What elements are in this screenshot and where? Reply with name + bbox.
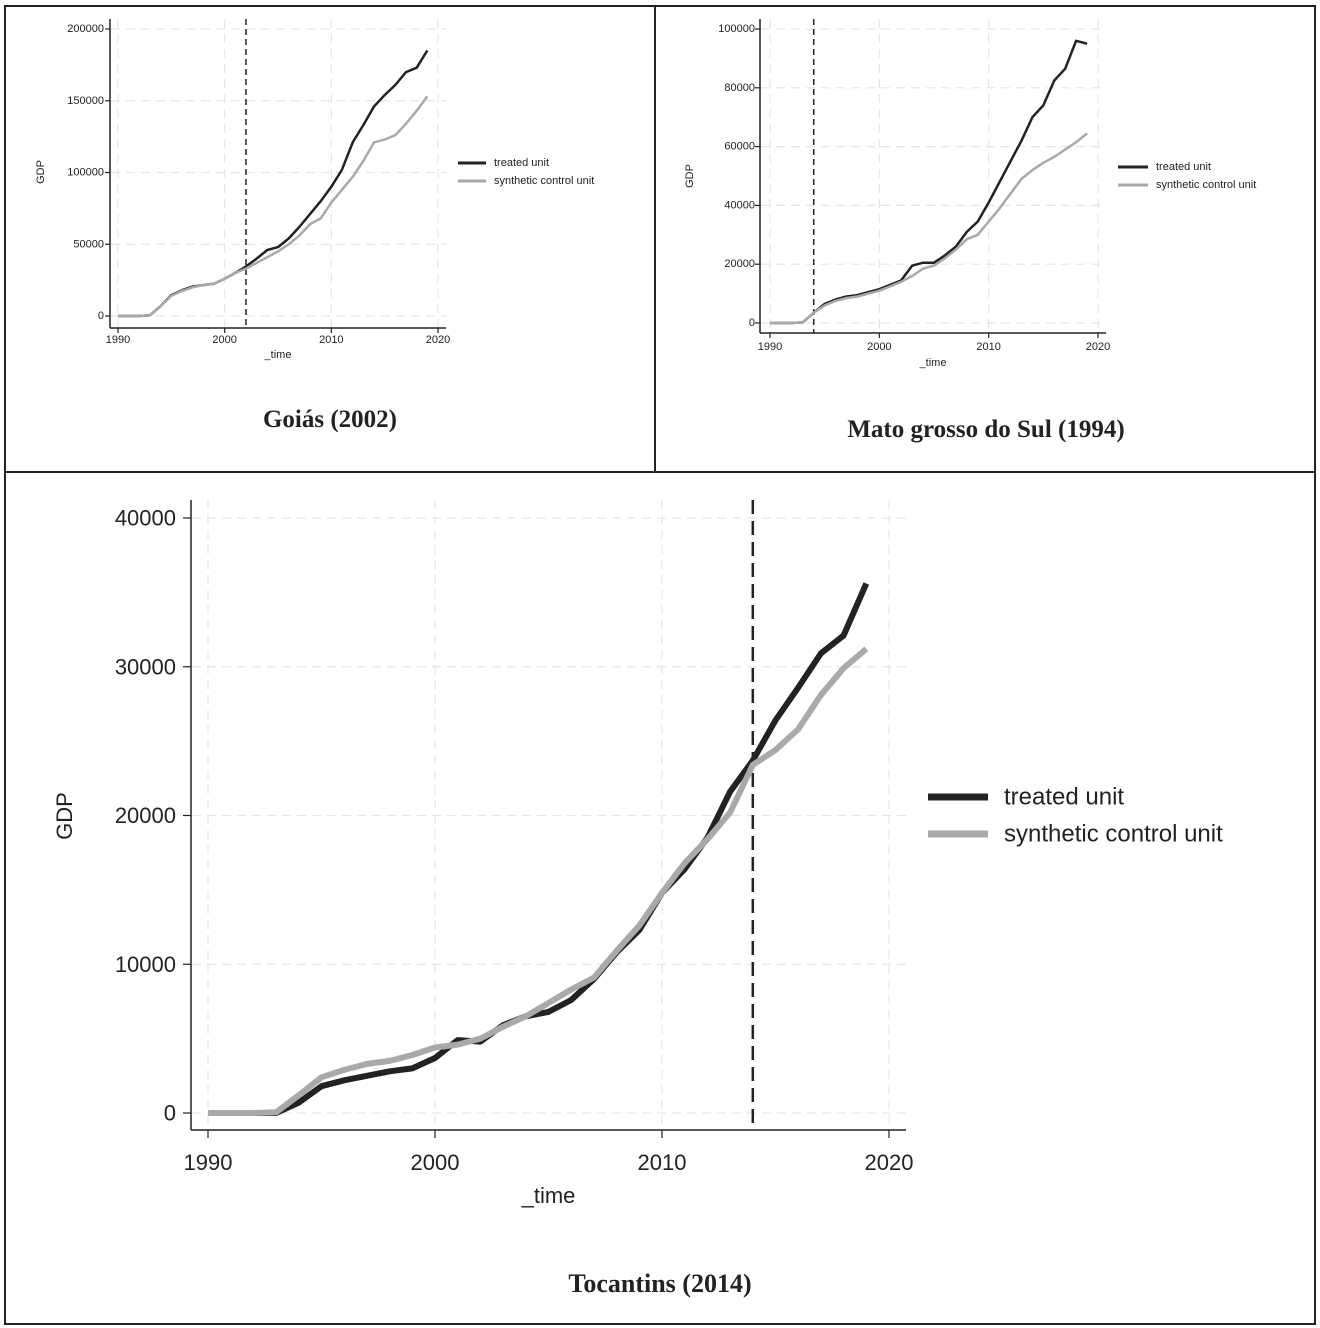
series-line-synthetic-control-unit (118, 95, 429, 318)
horizontal-divider (4, 471, 1316, 473)
chart-goias: 0 50000 100000 150000 200000 1990 2000 2010 2020… (35, 19, 594, 361)
y-axis-title: GDP (684, 164, 696, 188)
y-tick-label: 50000 (73, 238, 104, 250)
x-axis-title: _time (264, 349, 292, 361)
series-line-synthetic-control-unit (208, 646, 869, 1116)
x-tick-label: 1990 (184, 1150, 233, 1175)
y-tick-label: 20000 (724, 258, 755, 270)
x-tick-label: 2000 (867, 341, 891, 353)
y-tick-label: 0 (749, 317, 755, 329)
legend-label-synthetic-control-unit: synthetic control unit (494, 175, 594, 187)
y-tick-label: 100000 (718, 23, 755, 35)
x-tick-label: 2010 (319, 334, 343, 346)
y-tick-label: 100000 (67, 167, 104, 179)
legend-label-synthetic-control-unit: synthetic control unit (1156, 179, 1256, 191)
x-tick-label: 1990 (758, 341, 782, 353)
x-axis-title: _time (521, 1183, 576, 1208)
caption-mato-grosso-do-sul: Mato grosso do Sul (1994) (847, 416, 1125, 443)
legend-label-treated-unit: treated unit (494, 157, 549, 169)
y-tick-label: 0 (98, 310, 104, 322)
series-line-synthetic-control-unit (770, 132, 1088, 325)
x-tick-label: 2010 (638, 1150, 687, 1175)
y-tick-label: 80000 (724, 82, 755, 94)
chart-mato-grosso-do-sul: 0 20000 40000 60000 80000 100000 1990 2000 2010 2… (684, 19, 1256, 369)
y-tick-label: 200000 (67, 23, 104, 35)
y-tick-label: 10000 (115, 952, 176, 977)
y-axis-title: GDP (35, 160, 47, 184)
caption-goias: Goiás (2002) (262, 406, 398, 433)
y-tick-label: 40000 (115, 506, 176, 531)
y-tick-label: 40000 (724, 199, 755, 211)
x-tick-label: 2020 (865, 1150, 914, 1175)
x-tick-label: 2000 (411, 1150, 460, 1175)
x-tick-label: 2010 (976, 341, 1000, 353)
x-axis-title: _time (919, 357, 947, 369)
y-tick-label: 60000 (724, 141, 755, 153)
y-tick-label: 150000 (67, 95, 104, 107)
x-tick-label: 2000 (212, 334, 236, 346)
legend-label-treated-unit: treated unit (1004, 784, 1124, 811)
figure-frame (4, 5, 1316, 1325)
y-tick-label: 30000 (115, 654, 176, 679)
y-tick-label: 20000 (115, 803, 176, 828)
y-axis-title: GDP (52, 792, 77, 840)
series-line-treated-unit (208, 582, 870, 1116)
legend-label-treated-unit: treated unit (1156, 161, 1211, 173)
x-tick-label: 2020 (426, 334, 450, 346)
legend-label-synthetic-control-unit: synthetic control unit (1004, 821, 1223, 848)
caption-tocantins: Tocantins (2014) (568, 1269, 752, 1298)
x-tick-label: 1990 (106, 334, 130, 346)
x-tick-label: 2020 (1086, 341, 1110, 353)
vertical-divider (654, 5, 656, 472)
y-tick-label: 0 (164, 1101, 176, 1126)
